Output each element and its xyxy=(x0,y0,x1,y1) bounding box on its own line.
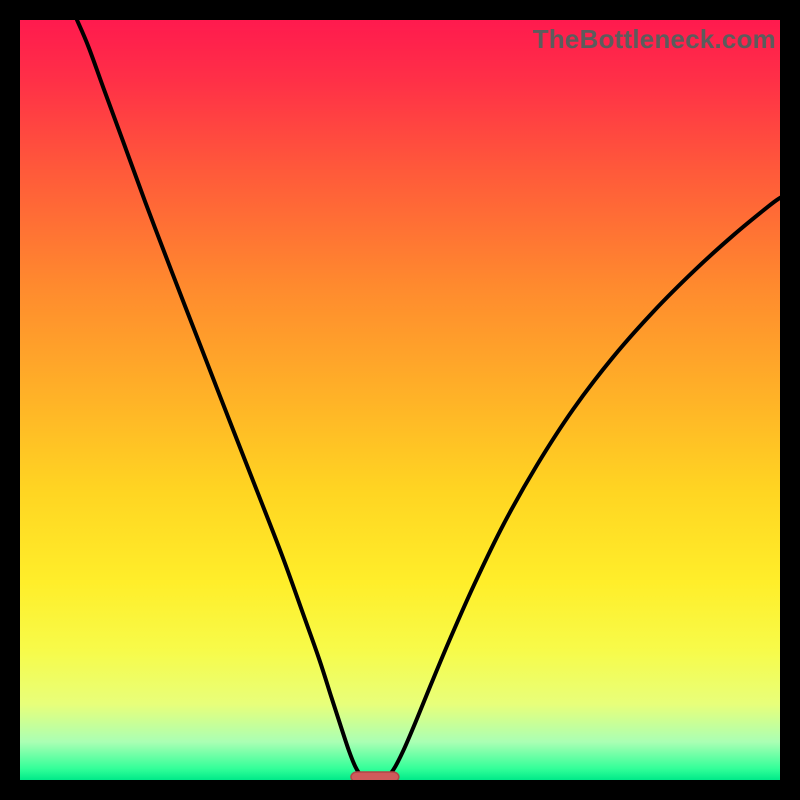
watermark-text: TheBottleneck.com xyxy=(533,24,776,55)
plot-area xyxy=(20,20,780,780)
marker-layer xyxy=(20,20,780,780)
min-marker xyxy=(351,772,399,780)
